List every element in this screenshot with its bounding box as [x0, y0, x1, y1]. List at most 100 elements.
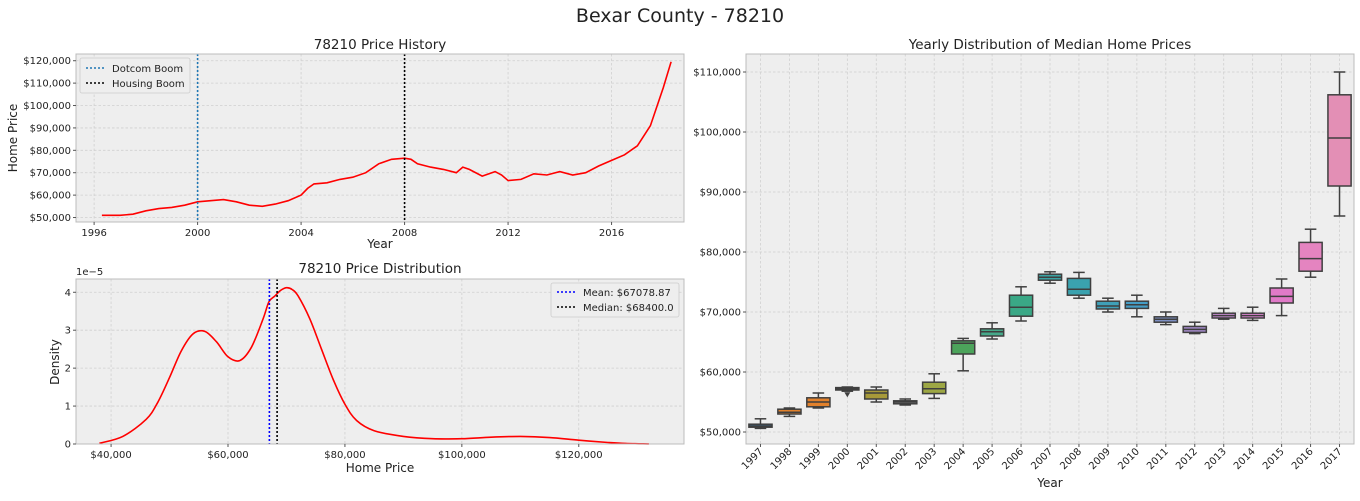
price-history-title: 78210 Price History — [314, 37, 447, 53]
x-tick-label: 2016 — [1290, 446, 1316, 472]
x-tick-label: 2009 — [1087, 446, 1113, 472]
y-tick-label: 1 — [65, 402, 71, 413]
y-tick-label: $70,000 — [30, 168, 71, 179]
price-history-ylabel: Home Price — [6, 104, 20, 173]
x-tick-label: 2005 — [971, 446, 997, 472]
box-2015 — [1269, 278, 1294, 317]
yearly-distribution-xlabel: Year — [1036, 476, 1062, 490]
box-2004 — [950, 337, 976, 372]
legend-mean-label: Mean: $67078.87 — [583, 288, 671, 299]
box-2012 — [1182, 321, 1208, 335]
y-tick-label: $100,000 — [23, 101, 71, 112]
box-2003 — [921, 373, 947, 400]
price-distribution-legend: Mean: $67078.87 Median: $68400.0 — [550, 282, 680, 318]
x-tick-label: $60,000 — [207, 450, 248, 461]
legend-median-label: Median: $68400.0 — [583, 303, 674, 314]
box-body — [1327, 94, 1352, 187]
box-2002 — [892, 398, 918, 406]
y-tick-label: 0 — [65, 440, 71, 451]
box-body — [1095, 300, 1121, 310]
x-tick-label: 1997 — [740, 446, 766, 472]
density-curve — [99, 286, 649, 445]
x-tick-label: 2002 — [885, 446, 911, 472]
box-1998 — [777, 407, 802, 418]
box-2010 — [1124, 294, 1150, 318]
box-body — [1008, 294, 1034, 317]
x-tick-label: 2011 — [1145, 446, 1171, 472]
y-tick-label: $120,000 — [23, 56, 71, 67]
outlier-point — [844, 392, 851, 398]
box-2014 — [1240, 306, 1265, 322]
y-tick-label: $110,000 — [693, 68, 741, 79]
x-tick-label: 2000 — [185, 228, 210, 239]
box-2001 — [863, 386, 889, 403]
x-tick-label: $120,000 — [555, 450, 603, 461]
x-tick-label: 2013 — [1203, 446, 1229, 472]
price-distribution-panel: $40,000 $60,000 $80,000 $100,000 $120,000 0 1… — [48, 261, 685, 475]
box-body — [1298, 241, 1323, 272]
y-tick-label: 3 — [65, 326, 71, 337]
legend-dotcom-label: Dotcom Boom — [112, 64, 183, 75]
y-tick-label: $80,000 — [30, 146, 71, 157]
x-tick-label: 2016 — [599, 228, 624, 239]
price-distribution-ylabel: Density — [48, 339, 62, 385]
x-tick-label: 2014 — [1232, 446, 1258, 472]
box-1999 — [806, 392, 831, 409]
box-body — [921, 381, 947, 395]
box-2011 — [1153, 311, 1179, 326]
x-tick-label: 1999 — [798, 446, 824, 472]
box-body — [1066, 277, 1092, 296]
x-tick-label: 2015 — [1261, 446, 1287, 472]
y-tick-label: $110,000 — [23, 79, 71, 90]
price-history-xlabel: Year — [366, 237, 392, 251]
box-body — [1269, 287, 1294, 304]
box-2005 — [979, 322, 1005, 340]
y-tick-label: $70,000 — [700, 308, 741, 319]
box-body — [950, 340, 976, 355]
x-tick-label: $100,000 — [438, 450, 486, 461]
x-tick-label: 2003 — [914, 446, 940, 472]
box-body — [863, 389, 889, 400]
price-distribution-xlabel: Home Price — [346, 461, 415, 475]
y-tick-label: $90,000 — [30, 123, 71, 134]
box-2016 — [1298, 228, 1323, 278]
y-tick-label: $50,000 — [30, 213, 71, 224]
y-tick-label: 2 — [65, 364, 71, 375]
x-tick-label: 2004 — [942, 446, 968, 472]
x-tick-label: 2010 — [1116, 446, 1142, 472]
yearly-distribution-panel: 1997 1998 1999 2000 2001 2002 2003 2004 2005 2006… — [693, 37, 1355, 490]
density-offset-text: 1e−5 — [76, 267, 103, 278]
box-2009 — [1095, 297, 1121, 313]
x-tick-label: 1996 — [81, 228, 106, 239]
x-tick-label: 2006 — [1000, 446, 1026, 472]
y-tick-label: 4 — [65, 288, 71, 299]
box-2006 — [1008, 286, 1034, 322]
y-tick-label: $50,000 — [700, 428, 741, 439]
box-2007 — [1037, 271, 1063, 284]
box-2013 — [1211, 307, 1237, 320]
box-2017 — [1327, 71, 1352, 217]
figure-title: Bexar County - 78210 — [576, 5, 784, 27]
x-tick-label: 2008 — [392, 228, 417, 239]
y-tick-label: $90,000 — [700, 188, 741, 199]
x-tick-label: 1998 — [769, 446, 795, 472]
y-tick-label: $60,000 — [700, 368, 741, 379]
x-tick-label: 2001 — [856, 446, 882, 472]
x-tick-label: $80,000 — [324, 450, 365, 461]
price-history-legend: Dotcom Boom Housing Boom — [79, 57, 191, 94]
y-tick-label: $100,000 — [693, 128, 741, 139]
x-tick-label: 2012 — [1174, 446, 1200, 472]
box-2008 — [1066, 271, 1092, 299]
box-1997 — [748, 418, 773, 430]
x-tick-label: $40,000 — [90, 450, 131, 461]
x-tick-label: 2007 — [1029, 446, 1055, 472]
box-2000 — [835, 386, 860, 398]
y-tick-label: $80,000 — [700, 248, 741, 259]
x-tick-label: 2008 — [1058, 446, 1084, 472]
x-tick-label: 2004 — [288, 228, 313, 239]
legend-housing-label: Housing Boom — [112, 79, 185, 90]
yearly-distribution-title: Yearly Distribution of Median Home Price… — [908, 37, 1192, 53]
price-distribution-title: 78210 Price Distribution — [298, 261, 461, 277]
x-tick-label: 2012 — [495, 228, 520, 239]
